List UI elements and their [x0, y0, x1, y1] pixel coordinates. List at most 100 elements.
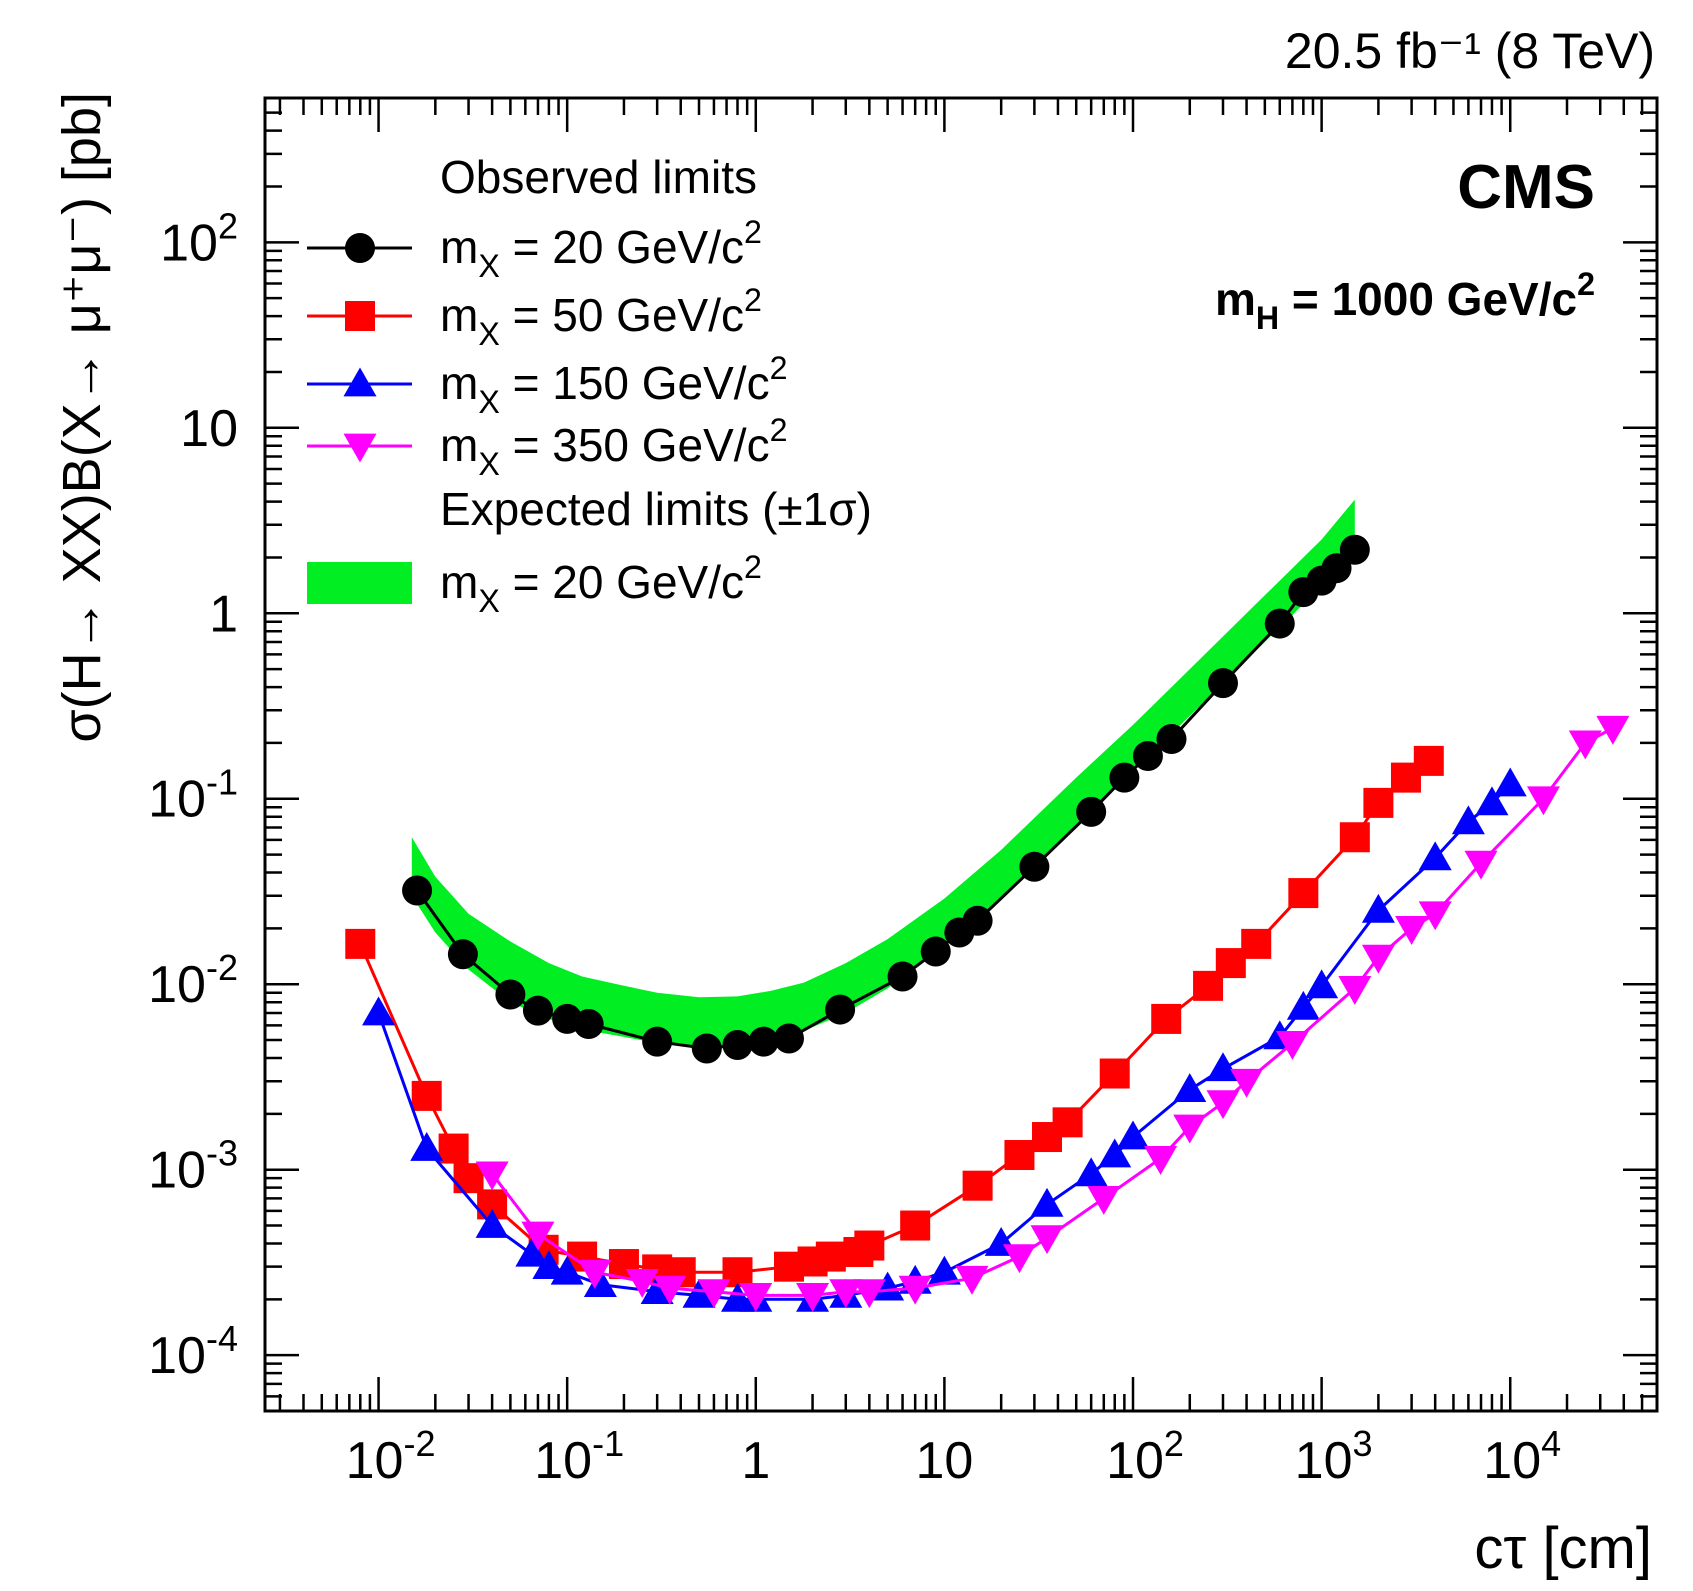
tick-base: 10: [148, 1327, 206, 1385]
data-point: [447, 939, 478, 970]
data-point: [1241, 928, 1272, 959]
series-2: [362, 767, 1527, 1312]
label-sub: X: [478, 384, 499, 420]
data-point: [927, 1255, 961, 1285]
x-axis-label: cτ [cm]: [1474, 1516, 1652, 1581]
label-part: = 50 GeV/c: [500, 289, 744, 341]
data-point: [1413, 745, 1444, 776]
data-point: [642, 1026, 673, 1057]
legend-marker: [345, 233, 375, 263]
data-point: [697, 1279, 731, 1309]
data-point: [1230, 1068, 1264, 1098]
data-point: [962, 1170, 993, 1201]
data-point: [871, 1271, 905, 1301]
data-point: [1206, 1052, 1240, 1082]
legend-marker: [345, 301, 375, 331]
x-tick-label: 104: [1483, 1423, 1561, 1490]
data-point: [521, 1221, 555, 1251]
data-point: [900, 1210, 931, 1241]
data-point: [1305, 969, 1339, 999]
x-tick-label: 10-1: [534, 1423, 624, 1490]
data-point: [1363, 787, 1394, 818]
data-point: [1361, 893, 1395, 923]
tick-exp: -4: [206, 1318, 238, 1359]
series-3: [475, 715, 1630, 1312]
ticks: [265, 96, 1659, 1413]
data-point: [962, 905, 993, 936]
label-sup: 2: [1577, 266, 1595, 302]
y-tick-label: 10-2: [148, 947, 238, 1014]
data-point: [532, 1250, 566, 1280]
data-point: [515, 1237, 549, 1267]
y-tick-label: 10-3: [148, 1133, 238, 1200]
data-point: [887, 961, 918, 992]
tick-base: 10: [180, 400, 238, 458]
legend-band-label: mX = 20 GeV/c2: [440, 549, 762, 619]
data-point: [1173, 1073, 1207, 1103]
data-point: [1451, 805, 1485, 835]
data-point: [1004, 1140, 1035, 1171]
label-part: m: [440, 556, 478, 608]
tick-base: 10: [534, 1432, 592, 1490]
label-sup: 2: [770, 350, 788, 386]
label-part: = 150 GeV/c: [500, 357, 770, 409]
data-point: [898, 1275, 932, 1305]
tick-exp: -2: [206, 947, 238, 988]
experiment-label: CMS: [1457, 153, 1595, 222]
data-point: [1475, 786, 1509, 816]
data-point: [796, 1283, 830, 1312]
label-part: = 1000 GeV/c: [1279, 273, 1577, 325]
legend-band-swatch: [307, 562, 412, 604]
data-point: [362, 996, 396, 1026]
data-point: [773, 1023, 804, 1054]
data-point: [1275, 1030, 1309, 1060]
data-point: [1207, 668, 1238, 699]
data-point: [1286, 990, 1320, 1020]
data-point: [475, 1161, 509, 1191]
data-point: [829, 1279, 863, 1309]
legend-marker: [343, 433, 377, 463]
y-tick-label: 10: [180, 400, 238, 458]
legend-label: mX = 20 GeV/c2: [440, 214, 762, 284]
tick-exp: -3: [206, 1133, 238, 1174]
data-point: [573, 1009, 604, 1040]
data-point: [1526, 786, 1560, 816]
lumi-label: 20.5 fb⁻¹ (8 TeV): [1285, 23, 1655, 79]
data-point: [1030, 1225, 1064, 1255]
data-point: [1074, 1157, 1108, 1187]
data-point: [1395, 916, 1429, 945]
data-point: [825, 994, 856, 1025]
data-point: [815, 1241, 846, 1272]
legend-label: mX = 50 GeV/c2: [440, 282, 762, 352]
data-point: [1109, 762, 1140, 793]
data-point: [1418, 901, 1452, 931]
data-point: [475, 1209, 509, 1238]
label-part: m: [440, 419, 478, 471]
data-point: [402, 875, 433, 906]
data-point: [583, 1268, 617, 1298]
label-part: m: [440, 221, 478, 273]
tick-exp: -2: [403, 1423, 435, 1464]
data-point: [955, 1265, 989, 1295]
label-sup: 2: [744, 214, 762, 250]
tick-base: 10: [915, 1432, 973, 1490]
data-point: [1076, 796, 1107, 827]
data-point: [748, 1026, 779, 1057]
data-point: [453, 1163, 484, 1194]
tick-exp: 2: [218, 205, 238, 246]
data-point: [1116, 1120, 1150, 1150]
data-point: [682, 1278, 716, 1308]
y-tick-label: 1: [209, 585, 238, 643]
legend-label: mX = 350 GeV/c2: [440, 412, 788, 482]
label-sub: X: [478, 248, 499, 284]
data-point: [1030, 1187, 1064, 1217]
data-point: [625, 1268, 659, 1298]
data-point: [722, 1030, 753, 1061]
x-tick-label: 1: [741, 1432, 770, 1490]
data-point: [1144, 1146, 1178, 1175]
label-part: = 20 GeV/c: [500, 221, 744, 273]
data-point: [578, 1259, 612, 1289]
data-point: [522, 995, 553, 1026]
